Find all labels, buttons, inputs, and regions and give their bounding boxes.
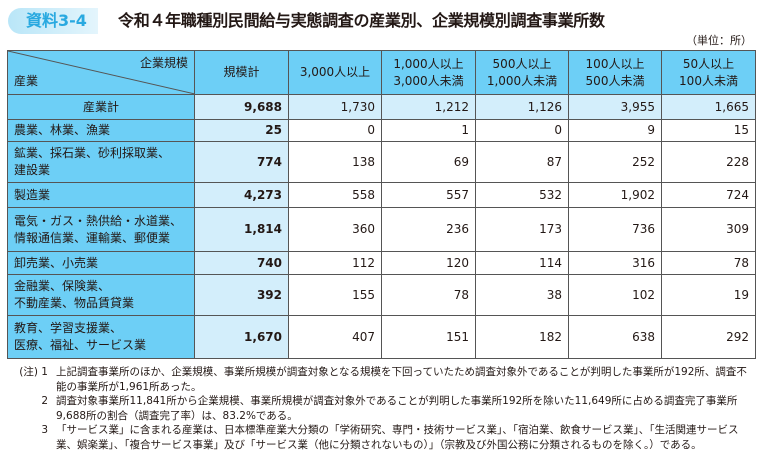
note-number: 3 bbox=[41, 424, 48, 436]
table-cell: 309 bbox=[661, 207, 756, 252]
column-header: 1,000人以上 3,000人未満 bbox=[381, 50, 476, 95]
table-cell: 1,665 bbox=[661, 94, 756, 120]
table-cell: 0 bbox=[475, 119, 569, 142]
table-cell: 151 bbox=[381, 315, 476, 359]
table-cell: 1,902 bbox=[568, 182, 662, 208]
note-text: 「サービス業」に含まれる産業は、日本標準産業大分類の「学術研究、専門・技術サービ… bbox=[56, 424, 739, 451]
row-label: 卸売業、小売業 bbox=[7, 251, 195, 275]
column-header: 100人以上 500人未満 bbox=[568, 50, 662, 95]
table-cell: 25 bbox=[194, 119, 289, 142]
table-cell: 3,955 bbox=[568, 94, 662, 120]
table-cell: 182 bbox=[475, 315, 569, 359]
table-cell: 120 bbox=[381, 251, 476, 275]
table-cell: 1,730 bbox=[288, 94, 382, 120]
diagonal-line bbox=[8, 51, 195, 94]
table-cell: 1 bbox=[381, 119, 476, 142]
corner-bottom-label: 産業 bbox=[14, 74, 39, 88]
table-cell: 236 bbox=[381, 207, 476, 252]
row-label: 鉱業、採石業、砂利採取業、 建設業 bbox=[7, 141, 195, 183]
table-cell: 532 bbox=[475, 182, 569, 208]
table-cell: 138 bbox=[288, 141, 382, 183]
table-cell: 1,670 bbox=[194, 315, 289, 359]
table-row: 卸売業、小売業 740 112 120 114 316 78 bbox=[7, 251, 756, 275]
table-row: 電気・ガス・熱供給・水道業、 情報通信業、運輸業、郵便業 1,814 360 236 1… bbox=[7, 207, 756, 252]
table-cell: 292 bbox=[661, 315, 756, 359]
table-cell: 740 bbox=[194, 251, 289, 275]
table-cell: 0 bbox=[288, 119, 382, 142]
table-cell: 173 bbox=[475, 207, 569, 252]
table-row: 農業、林業、漁業 25 0 1 0 9 15 bbox=[7, 119, 756, 142]
table-row: 金融業、保険業、 不動産業、物品賃貸業 392 155 78 38 102 19 bbox=[7, 274, 756, 316]
note-item: 3 「サービス業」に含まれる産業は、日本標準産業大分類の「学術研究、専門・技術サー… bbox=[8, 423, 753, 452]
unit-label: （単位：所） bbox=[686, 34, 752, 47]
table-cell: 1,212 bbox=[381, 94, 476, 120]
table-cell: 252 bbox=[568, 141, 662, 183]
note-text: 上記調査事業所のほか、企業規模、事業所規模が調査対象となる規模を下回っていたため… bbox=[56, 366, 747, 393]
establishments-table: 企業規模 産業 規模計 3,000人以上 1,000人以上 3,000人未満 500人… bbox=[7, 50, 756, 359]
notes: (注) 1 上記調査事業所のほか、企業規模、事業所規模が調査対象となる規模を下回っ… bbox=[8, 365, 753, 452]
row-label: 農業、林業、漁業 bbox=[7, 119, 195, 142]
table-cell: 15 bbox=[661, 119, 756, 142]
table-cell: 4,273 bbox=[194, 182, 289, 208]
table-cell: 69 bbox=[381, 141, 476, 183]
table-cell: 112 bbox=[288, 251, 382, 275]
note-number: (注) 1 bbox=[19, 366, 48, 378]
table-cell: 1,814 bbox=[194, 207, 289, 252]
table-row: 産業計 9,688 1,730 1,212 1,126 3,955 1,665 bbox=[7, 94, 756, 120]
row-label: 電気・ガス・熱供給・水道業、 情報通信業、運輸業、郵便業 bbox=[7, 207, 195, 252]
table-cell: 1,126 bbox=[475, 94, 569, 120]
table-cell: 78 bbox=[661, 251, 756, 275]
table-cell: 558 bbox=[288, 182, 382, 208]
table-cell: 38 bbox=[475, 274, 569, 316]
table-cell: 102 bbox=[568, 274, 662, 316]
column-header: 500人以上 1,000人未満 bbox=[475, 50, 569, 95]
table-row: 教育、学習支援業、 医療、福祉、サービス業 1,670 407 151 182 638 29… bbox=[7, 315, 756, 359]
table-cell: 78 bbox=[381, 274, 476, 316]
note-item: 2 調査対象事業所11,841所から企業規模、事業所規模が調査対象外であることが判… bbox=[8, 394, 753, 423]
table-cell: 9 bbox=[568, 119, 662, 142]
note-item: (注) 1 上記調査事業所のほか、企業規模、事業所規模が調査対象となる規模を下回っ… bbox=[8, 365, 753, 394]
table-cell: 736 bbox=[568, 207, 662, 252]
note-text: 調査対象事業所11,841所から企業規模、事業所規模が調査対象外であることが判明… bbox=[56, 395, 738, 422]
table-cell: 774 bbox=[194, 141, 289, 183]
column-header: 50人以上 100人未満 bbox=[661, 50, 756, 95]
row-label: 産業計 bbox=[7, 94, 195, 120]
table-cell: 392 bbox=[194, 274, 289, 316]
corner-header: 企業規模 産業 bbox=[7, 50, 195, 95]
row-label: 金融業、保険業、 不動産業、物品賃貸業 bbox=[7, 274, 195, 316]
table-row: 鉱業、採石業、砂利採取業、 建設業 774 138 69 87 252 228 bbox=[7, 141, 756, 183]
table-row: 製造業 4,273 558 557 532 1,902 724 bbox=[7, 182, 756, 208]
column-header: 3,000人以上 bbox=[288, 50, 382, 95]
note-number: 2 bbox=[41, 395, 48, 407]
page-title: 令和４年職種別民間給与実態調査の産業別、企業規模別調査事業所数 bbox=[118, 11, 605, 30]
corner-top-label: 企業規模 bbox=[139, 56, 188, 70]
table-cell: 360 bbox=[288, 207, 382, 252]
row-label: 製造業 bbox=[7, 182, 195, 208]
document-badge: 資料3-4 bbox=[8, 8, 98, 34]
column-header: 規模計 bbox=[194, 50, 289, 95]
table-cell: 114 bbox=[475, 251, 569, 275]
table-cell: 228 bbox=[661, 141, 756, 183]
table-cell: 638 bbox=[568, 315, 662, 359]
table-cell: 9,688 bbox=[194, 94, 289, 120]
table-cell: 19 bbox=[661, 274, 756, 316]
table-cell: 557 bbox=[381, 182, 476, 208]
table-cell: 724 bbox=[661, 182, 756, 208]
table-cell: 87 bbox=[475, 141, 569, 183]
row-label: 教育、学習支援業、 医療、福祉、サービス業 bbox=[7, 315, 195, 359]
table-cell: 316 bbox=[568, 251, 662, 275]
table-cell: 155 bbox=[288, 274, 382, 316]
table-cell: 407 bbox=[288, 315, 382, 359]
